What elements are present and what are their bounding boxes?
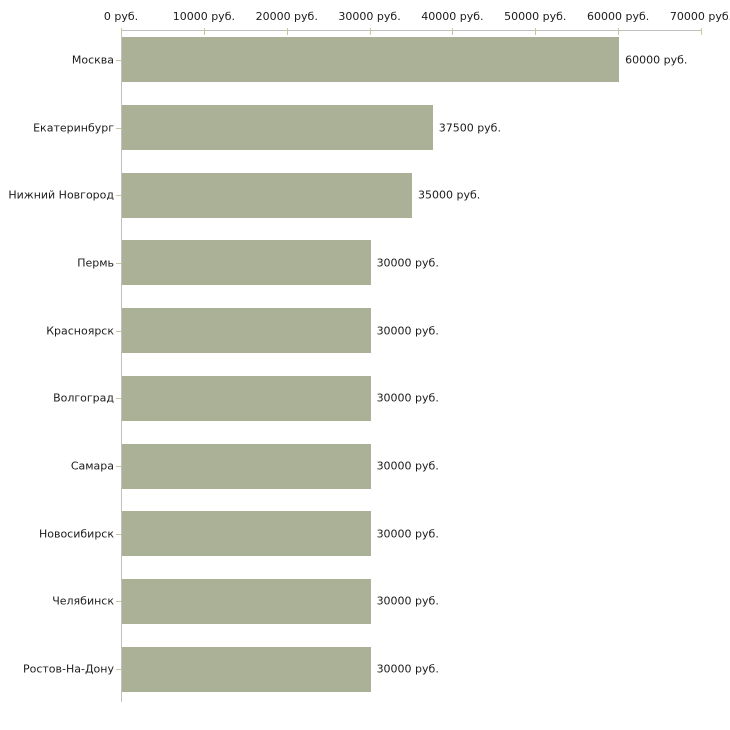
value-label: 30000 руб. (376, 459, 439, 473)
category-label: Ростов-На-Дону (22, 662, 114, 676)
x-axis-tick-label: 60000 руб. (587, 10, 650, 23)
bar (122, 646, 371, 692)
x-axis-tick (701, 28, 702, 35)
y-axis-tick (116, 466, 121, 467)
y-axis-tick (116, 669, 121, 671)
x-axis-tick (121, 28, 122, 35)
x-axis-tick (452, 28, 454, 35)
category-label: Нижний Новгород (8, 188, 114, 202)
value-label: 35000 руб. (418, 188, 481, 202)
bar (122, 578, 371, 624)
x-axis-tick-label: 70000 руб. (669, 10, 730, 23)
bar (122, 105, 433, 150)
y-axis-tick (116, 59, 121, 61)
bar (122, 375, 371, 421)
value-label: 30000 руб. (376, 662, 439, 676)
category-label: Новосибирск (38, 527, 114, 541)
category-label: Пермь (77, 256, 114, 270)
value-label: 60000 руб. (625, 53, 688, 67)
x-axis-tick-label: 20000 руб. (255, 10, 318, 23)
y-axis-tick (116, 533, 121, 535)
category-label: Волгоград (53, 391, 114, 405)
value-label: 30000 руб. (376, 256, 439, 270)
category-label: Екатеринбург (33, 121, 114, 134)
y-axis-tick (116, 262, 121, 264)
category-label: Самара (70, 459, 114, 473)
category-label: Москва (71, 53, 114, 67)
value-label: 30000 руб. (376, 594, 439, 608)
x-axis-tick-label: 0 руб. (103, 10, 139, 23)
bar (122, 240, 371, 286)
x-axis-tick (369, 28, 371, 35)
category-label: Красноярск (46, 324, 114, 338)
x-axis-tick (535, 28, 537, 35)
value-label: 30000 руб. (376, 324, 439, 338)
x-axis-tick-label: 10000 руб. (172, 10, 235, 23)
x-axis-tick-label: 30000 руб. (338, 10, 401, 23)
x-axis-tick (203, 28, 205, 35)
y-axis-tick (116, 330, 121, 332)
x-axis-tick-label: 50000 руб. (504, 10, 567, 23)
value-label: 30000 руб. (376, 527, 439, 541)
x-axis-tick (618, 28, 620, 35)
value-label: 30000 руб. (376, 391, 439, 405)
category-label: Челябинск (52, 594, 114, 608)
bar (122, 443, 371, 489)
x-axis-tick-label: 40000 руб. (421, 10, 484, 23)
bar (122, 308, 371, 354)
x-axis-tick (286, 28, 288, 35)
y-axis-tick (116, 127, 121, 129)
bar (122, 37, 620, 83)
bar (122, 172, 412, 218)
y-axis-tick (116, 601, 121, 603)
value-label: 37500 руб. (438, 121, 501, 134)
y-axis-line (121, 30, 122, 702)
y-axis-tick (116, 398, 121, 400)
y-axis-tick (116, 195, 121, 197)
x-axis-line (121, 30, 701, 31)
bar (122, 511, 371, 557)
